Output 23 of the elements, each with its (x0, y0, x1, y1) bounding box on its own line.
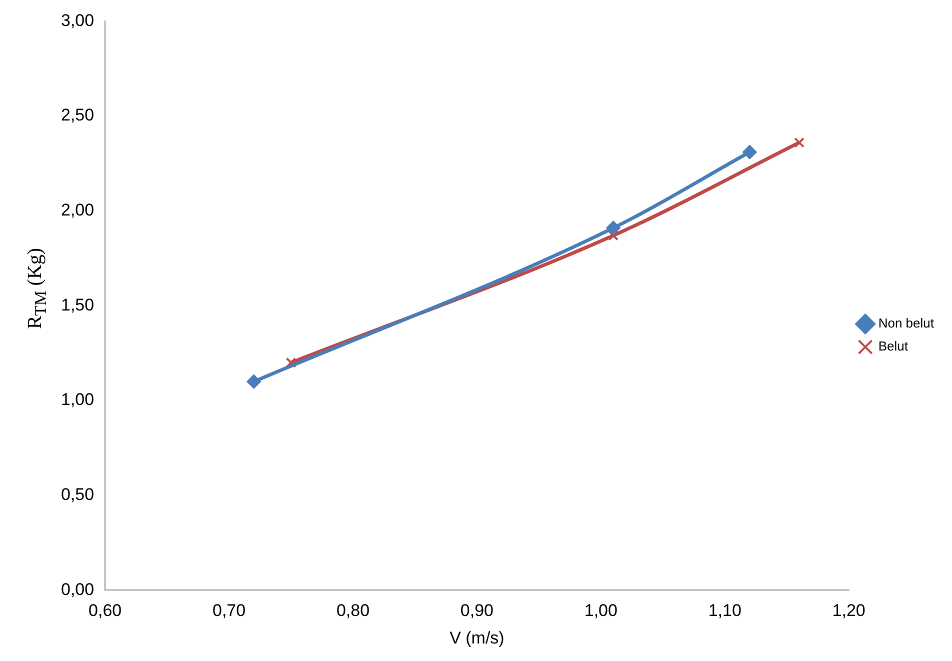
point (286, 357, 296, 368)
y-tick-label: 2,00 (60, 200, 94, 220)
point (246, 374, 261, 389)
x-tick-label: 1,20 (832, 601, 866, 620)
x-tick-label: 1,00 (584, 601, 618, 620)
x-tick-label: 1,10 (708, 601, 742, 620)
y-tick-label: 0,50 (60, 485, 94, 504)
x-tick-label: 0,80 (336, 601, 370, 620)
y-tick-label: 0,00 (60, 580, 94, 599)
y-tick-label: 2,50 (60, 106, 94, 125)
point (608, 230, 619, 241)
x-tick-label: 0,70 (212, 601, 246, 620)
x-tick-label: 0,90 (460, 601, 494, 620)
x-tick-label: 0,60 (88, 601, 122, 620)
y-tick-label: 1,00 (60, 390, 94, 410)
y-tick-label: 3,00 (60, 10, 94, 30)
y-tick-label: 1,50 (60, 295, 94, 314)
x-axis-title: V (m/s) (450, 628, 504, 648)
legend-label: Belut (878, 338, 908, 354)
point (742, 145, 757, 160)
point (606, 220, 620, 235)
point (794, 137, 805, 148)
legend-label: Non belut (878, 316, 934, 331)
